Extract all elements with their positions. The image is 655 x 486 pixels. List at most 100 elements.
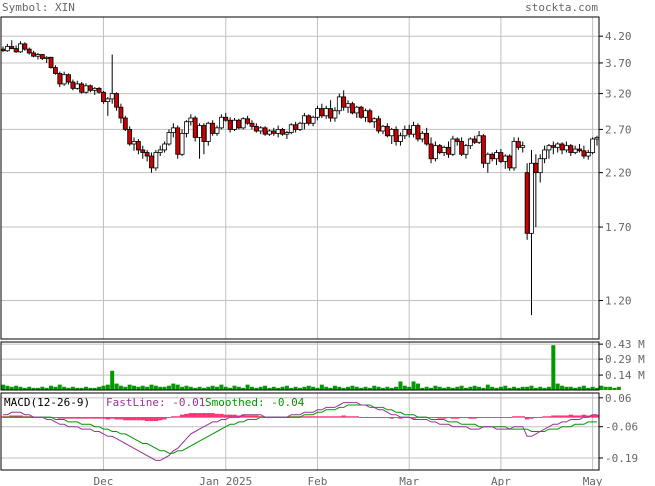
volume-bar (197, 386, 202, 390)
macd-histogram-bar (88, 417, 93, 419)
price-panel: 4.20 3.70 3.20 2.70 2.20 1.70 1.20 (0, 16, 632, 340)
macd-histogram-bar (341, 415, 346, 418)
volume-bar (398, 381, 403, 390)
volume-bar (101, 385, 106, 390)
volume-bar (136, 386, 141, 390)
macd-histogram-bar (389, 417, 394, 419)
candle (87, 84, 93, 93)
macd-histogram-bar (166, 417, 172, 418)
candle (367, 108, 373, 124)
macd-histogram-bar (433, 417, 438, 418)
macd-histogram-bar (61, 417, 67, 419)
candle (472, 135, 478, 144)
candle (463, 143, 469, 159)
price-candles (0, 40, 600, 316)
candle-body (227, 119, 233, 130)
volume-bar (92, 387, 97, 390)
macd-histogram-bar (140, 417, 145, 421)
candle-body (288, 124, 294, 133)
volume-bar (188, 386, 193, 390)
candle-body (559, 143, 565, 151)
volume-bar (232, 385, 237, 390)
candle-body (140, 149, 146, 153)
volume-bar (175, 384, 180, 390)
candle (577, 143, 582, 153)
candle-body (389, 129, 395, 137)
volume-bar (560, 385, 565, 390)
volume-bar (442, 387, 447, 390)
volume-bar (123, 386, 128, 390)
candle-body (555, 143, 561, 148)
candle (170, 123, 176, 138)
macd-histogram-bar (363, 417, 368, 418)
volume-bar (223, 386, 228, 390)
candle (280, 127, 285, 136)
candle-body (533, 162, 539, 174)
volume-bar (581, 385, 586, 390)
volume-bar (5, 385, 10, 390)
candle-body (511, 141, 517, 169)
candle-body (144, 152, 150, 157)
macd-tick-label: -0.19 (605, 452, 638, 465)
candle-body (568, 145, 574, 153)
macd-histogram-bar (66, 417, 71, 419)
volume-bar (415, 383, 420, 390)
volume-bar (284, 385, 289, 390)
volume-bar (88, 387, 93, 390)
volume-bar (132, 385, 137, 390)
candle-body (380, 125, 386, 132)
candle-body (232, 119, 237, 130)
candle (96, 87, 102, 94)
macd-histogram-bar (468, 417, 473, 419)
volume-bar (18, 386, 23, 390)
candle (166, 129, 172, 146)
candle-body (70, 81, 76, 89)
volume-bar (241, 387, 246, 390)
candle (53, 65, 58, 75)
candle-body (432, 145, 438, 160)
candle (498, 149, 504, 164)
candle (227, 117, 233, 133)
volume-bar (66, 387, 71, 390)
volume-bar (494, 387, 499, 390)
macd-histogram-bar (131, 417, 137, 421)
candle (476, 130, 482, 144)
candle (57, 71, 63, 88)
volume-bar (394, 386, 399, 390)
volume-bar (367, 387, 372, 390)
candle (398, 132, 403, 146)
candle-body (197, 125, 202, 138)
volume-bar (79, 387, 84, 390)
candle-body (39, 54, 45, 59)
macd-histogram-bar (188, 413, 194, 418)
volume-bar (210, 385, 215, 390)
candle (214, 125, 220, 136)
candle-body (371, 118, 377, 123)
candle (201, 123, 207, 155)
candle (494, 149, 499, 166)
macd-histogram-bar (144, 417, 150, 422)
volume-bar (254, 387, 259, 390)
candle (179, 129, 185, 157)
candle-body (57, 73, 63, 85)
macd-histogram-bar (136, 417, 141, 421)
candle-body (446, 146, 451, 155)
candle (371, 117, 377, 128)
volume-bar (472, 385, 477, 390)
macd-histogram-bar (310, 416, 316, 418)
volume-bar (376, 386, 381, 390)
volume-bar (289, 387, 294, 390)
volume-bar (446, 386, 451, 390)
candle (459, 137, 465, 157)
volume-bar (53, 386, 58, 390)
macd-histogram-bar (524, 417, 530, 420)
volume-bar (411, 381, 416, 390)
macd-histogram-bar (109, 417, 115, 419)
volume-bar (62, 386, 67, 390)
volume-panel-frame (0, 341, 600, 391)
macd-histogram-bar (319, 416, 325, 418)
macd-histogram-bar (75, 417, 80, 419)
volume-bar (75, 387, 80, 390)
candle-body (415, 125, 421, 140)
candle (140, 145, 146, 159)
